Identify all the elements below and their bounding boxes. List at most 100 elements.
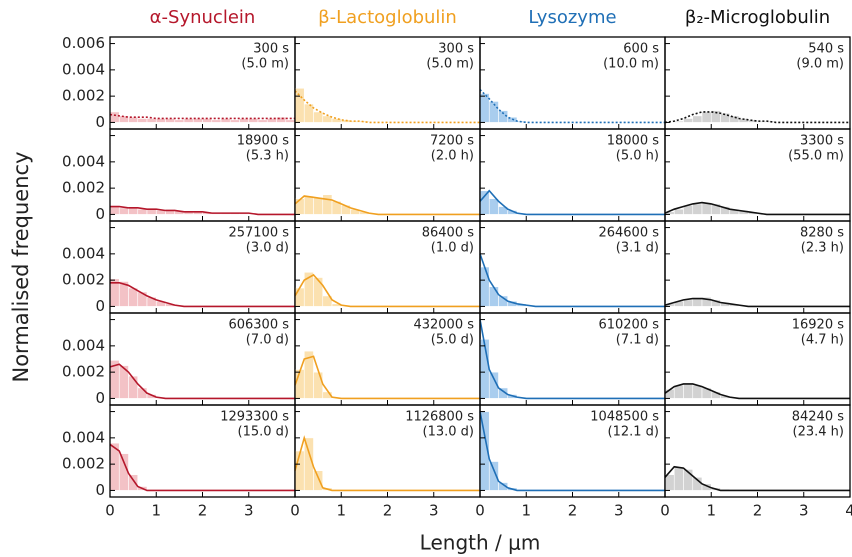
time-annotation: (5.0 m) [241, 57, 289, 72]
fit-curve [294, 195, 480, 216]
histogram-bar [137, 208, 148, 215]
x-tick-label: 2 [198, 502, 208, 520]
y-tick-label: 0 [95, 481, 105, 499]
histogram-bar [174, 119, 185, 123]
y-tick-label: 0 [95, 205, 105, 223]
histogram-bar [313, 197, 324, 215]
histogram-bar [303, 195, 314, 215]
column-title: β₂-Microglobulin [685, 7, 830, 28]
histogram-bar [294, 198, 305, 215]
histogram-bar [211, 119, 222, 123]
time-annotation: 600 s [623, 42, 659, 57]
histogram-bar [155, 118, 166, 123]
time-annotation: (3.1 d) [616, 241, 659, 256]
histogram-bar [673, 120, 684, 123]
time-annotation: (5.0 m) [426, 57, 474, 72]
fit-curve [109, 443, 295, 492]
column-title: α-Synuclein [150, 7, 256, 28]
time-annotation: (5.3 h) [246, 149, 289, 164]
histogram-bar [313, 371, 324, 399]
y-tick-label: 0.004 [62, 152, 105, 170]
time-annotation: (2.3 h) [801, 241, 844, 256]
fit-curve [109, 113, 295, 120]
histogram-bar [479, 190, 490, 215]
time-annotation: 300 s [438, 42, 474, 57]
histogram-bar [683, 383, 694, 399]
x-tick-label: 3 [429, 502, 439, 520]
time-annotation: 16920 s [792, 318, 844, 333]
histogram-bar [183, 118, 194, 123]
histogram-bar [303, 103, 314, 123]
fit-curve [479, 189, 665, 216]
x-tick-label: 1 [521, 502, 531, 520]
x-tick-label: 2 [753, 502, 763, 520]
histogram-bar [692, 298, 703, 307]
x-tick-label: 3 [799, 502, 809, 520]
time-annotation: 300 s [253, 42, 289, 57]
histogram-bar [498, 110, 509, 123]
time-annotation: (10.0 m) [603, 57, 659, 72]
histogram-bar [229, 119, 240, 123]
fit-curve [479, 319, 665, 400]
histogram-bar [313, 111, 324, 123]
histogram-bar [294, 87, 305, 123]
x-tick-label: 0 [105, 502, 115, 520]
x-tick-label: 4 [845, 502, 852, 520]
x-tick-label: 1 [336, 502, 346, 520]
y-axis-label: Normalised frequency [9, 151, 33, 382]
histogram-bar [692, 384, 703, 399]
histogram-bar [313, 277, 324, 307]
y-tick-label: 0.002 [62, 363, 105, 381]
time-annotation: (5.0 h) [616, 149, 659, 164]
y-tick-label: 0 [95, 389, 105, 407]
time-annotation: 606300 s [228, 318, 289, 333]
histogram-bar [128, 474, 139, 491]
time-annotation: (23.4 h) [793, 425, 844, 440]
x-tick-label: 3 [614, 502, 624, 520]
time-annotation: (2.0 h) [431, 149, 474, 164]
y-tick-label: 0.002 [62, 271, 105, 289]
histogram-bar [118, 207, 129, 215]
fit-curve [110, 281, 295, 308]
histogram-bar [294, 287, 305, 307]
y-tick-label: 0.002 [62, 87, 105, 105]
histogram-bar [359, 120, 370, 123]
time-annotation: 3300 s [800, 134, 844, 149]
time-annotation: 257100 s [228, 226, 289, 241]
time-annotation: 1126800 s [405, 410, 474, 425]
histogram-bar [285, 119, 296, 123]
x-tick-label: 0 [475, 502, 485, 520]
fit-curve [664, 297, 850, 308]
fit-curve [664, 383, 850, 400]
histogram-bar [109, 111, 120, 123]
time-annotation: (4.7 h) [801, 333, 844, 348]
histogram-bar [109, 206, 120, 215]
x-tick-label: 2 [383, 502, 393, 520]
time-annotation: (1.0 d) [431, 241, 474, 256]
x-tick-label: 0 [660, 502, 670, 520]
time-annotation: (9.0 m) [796, 57, 844, 72]
column-title: Lysozyme [528, 7, 616, 28]
histogram-bar [498, 387, 509, 399]
time-annotation: (55.0 m) [788, 149, 844, 164]
time-annotation: (13.0 d) [423, 425, 474, 440]
histogram-bar [673, 466, 684, 491]
histogram-bar [701, 111, 712, 123]
time-annotation: 86400 s [422, 226, 474, 241]
histogram-bar [488, 461, 499, 491]
histogram-bar [488, 198, 499, 215]
time-annotation: 264600 s [598, 226, 659, 241]
y-tick-label: 0.004 [62, 428, 105, 446]
fit-curve [664, 201, 850, 216]
fit-curve [110, 205, 295, 216]
fit-curve [479, 253, 665, 308]
fit-curve [479, 89, 665, 124]
time-annotation: (7.0 d) [246, 333, 289, 348]
y-tick-label: 0.004 [62, 336, 105, 354]
fit-curve [664, 465, 850, 492]
histogram-bar [137, 118, 148, 123]
histogram-bar [720, 112, 731, 123]
time-annotation: 7200 s [430, 134, 474, 149]
time-annotation: (3.0 d) [246, 241, 289, 256]
x-tick-label: 0 [290, 502, 300, 520]
